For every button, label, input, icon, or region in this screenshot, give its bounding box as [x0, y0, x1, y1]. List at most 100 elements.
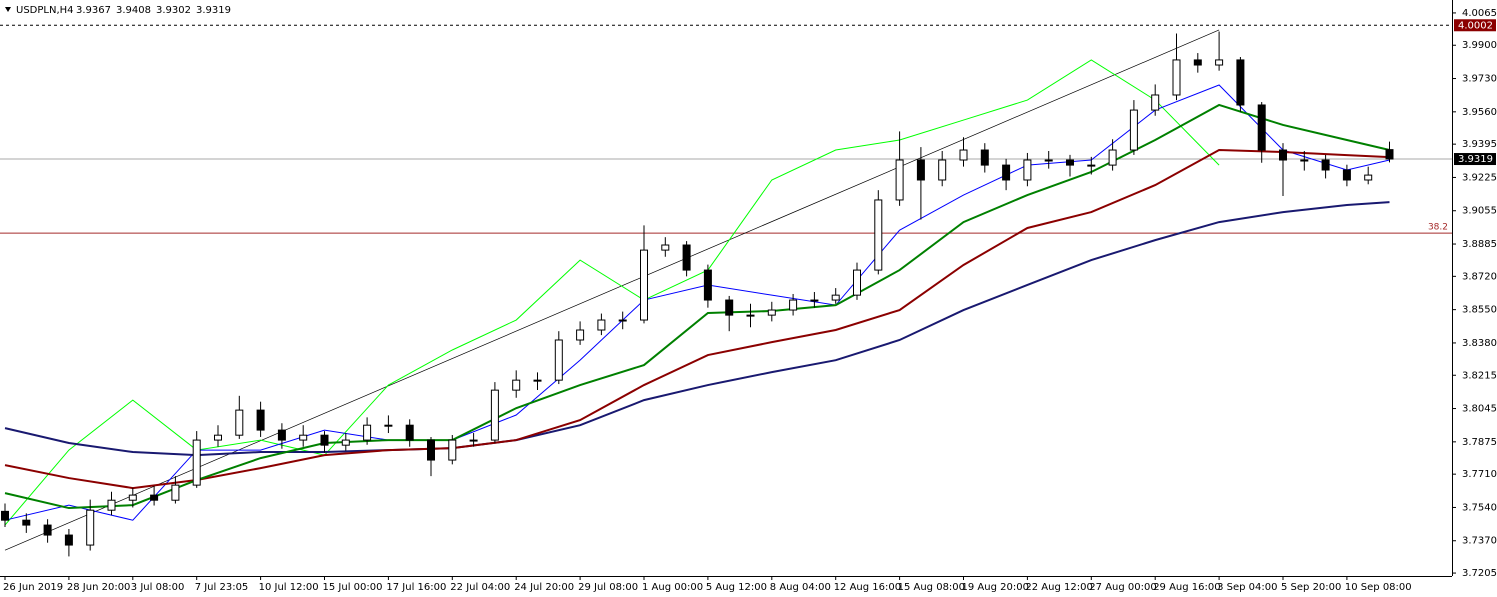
candle-body [1044, 159, 1053, 162]
candle-body [235, 409, 244, 436]
y-tick-label: 4.0065 [1462, 8, 1497, 19]
x-tick-label: 15 Jul 00:00 [323, 582, 383, 593]
candle-body [1087, 164, 1096, 167]
candle-body [427, 439, 435, 461]
candle-body [469, 439, 478, 442]
candle-body [277, 429, 286, 441]
candle-body [810, 299, 819, 302]
candle-body [299, 434, 308, 441]
trendline [4, 29, 1220, 551]
header-high: 3.9408 [116, 5, 151, 16]
indicator-line [4, 201, 1390, 457]
candle-body [1023, 159, 1032, 181]
y-tick-label: 3.8380 [1462, 338, 1497, 349]
candle-body [171, 484, 180, 501]
x-tick-label: 1 Aug 00:00 [642, 582, 703, 593]
y-tick-label: 3.8550 [1462, 305, 1497, 316]
candle-body [64, 534, 73, 546]
candle-body [1172, 59, 1181, 96]
price-label-box [1454, 153, 1496, 166]
candle-body [767, 309, 776, 316]
candle-body [874, 199, 883, 271]
x-tick-label: 5 Sep 20:00 [1281, 582, 1341, 593]
candle-body [916, 159, 925, 181]
candle-body [853, 269, 861, 296]
x-tick-label: 15 Aug 08:00 [898, 582, 965, 593]
y-tick-label: 3.9225 [1462, 172, 1497, 183]
candle-body [1129, 109, 1138, 151]
candle-body [192, 439, 201, 486]
x-tick-label: 22 Jul 04:00 [450, 582, 510, 593]
indicator-line [4, 149, 1390, 490]
header-close: 3.9319 [196, 5, 231, 16]
price-label: 3.9319 [1458, 154, 1493, 165]
candle-body [512, 379, 521, 391]
candle-body [831, 294, 840, 301]
fib-label: 38.2 [1428, 223, 1448, 233]
x-tick-label: 28 Jun 20:00 [67, 582, 131, 593]
candle-body [1002, 164, 1011, 181]
header-open: 3.9367 [76, 5, 111, 16]
x-tick-label: 8 Aug 04:00 [770, 582, 831, 593]
x-tick-label: 19 Aug 20:00 [962, 582, 1029, 593]
high-label: 4.0002 [1458, 20, 1493, 31]
candle-body [1193, 59, 1202, 66]
menu-triangle[interactable] [5, 7, 11, 12]
x-tick-label: 10 Sep 08:00 [1345, 582, 1412, 593]
y-tick-label: 3.7710 [1462, 469, 1497, 480]
y-tick-label: 3.8885 [1462, 239, 1497, 250]
y-tick-label: 3.8045 [1462, 404, 1497, 415]
candle-body [107, 499, 116, 511]
candle-body [661, 244, 670, 251]
indicator-line [4, 103, 1390, 510]
candle-body [405, 424, 414, 441]
candle-body [86, 509, 95, 546]
candle-body [150, 494, 159, 501]
candle-body [640, 249, 648, 321]
candle-body [576, 329, 585, 341]
x-tick-label: 5 Aug 12:00 [706, 582, 767, 593]
candle-body [703, 269, 712, 301]
candle-body [490, 389, 499, 441]
candle-body [1108, 149, 1117, 166]
y-tick-label: 3.8720 [1462, 271, 1497, 282]
candle-body [43, 524, 52, 536]
candle-body [341, 439, 350, 446]
plot-area [0, 24, 1452, 557]
y-tick-label: 3.9055 [1462, 206, 1497, 217]
candle-body [618, 319, 627, 322]
candle-body [746, 314, 755, 317]
candle-body [256, 409, 265, 431]
x-tick-label: 22 Aug 12:00 [1025, 582, 1092, 593]
candle-body [22, 519, 31, 526]
y-tick-label: 3.7875 [1462, 437, 1497, 448]
candle-body [1321, 159, 1330, 171]
x-tick-label: 24 Jul 20:00 [514, 582, 574, 593]
header-low: 3.9302 [156, 5, 191, 16]
candle-body [533, 379, 542, 382]
x-tick-label: 3 Sep 04:00 [1217, 582, 1277, 593]
indicator-line [4, 59, 1220, 526]
x-tick-label: 29 Aug 16:00 [1153, 582, 1220, 593]
x-tick-label: 3 Jul 08:00 [131, 582, 185, 593]
y-tick-label: 3.7370 [1462, 536, 1497, 547]
x-tick-label: 26 Jun 2019 [3, 582, 63, 593]
x-tick-label: 10 Jul 12:00 [259, 582, 319, 593]
y-tick-label: 3.8215 [1462, 370, 1497, 381]
x-tick-label: 17 Jul 16:00 [386, 582, 446, 593]
candle-body [959, 149, 968, 161]
symbol: USDPLN,H4 [16, 5, 74, 16]
candle-body [363, 424, 372, 441]
y-tick-label: 3.9560 [1462, 107, 1497, 118]
candle-body [320, 434, 329, 446]
x-tick-label: 7 Jul 23:05 [195, 582, 249, 593]
x-tick-label: 27 Aug 00:00 [1089, 582, 1156, 593]
candle-body [938, 159, 947, 181]
candle-body [725, 299, 734, 316]
high-label-box [1454, 19, 1496, 32]
candle-body [682, 244, 691, 271]
x-tick-label: 12 Aug 16:00 [834, 582, 901, 593]
candle-body [980, 149, 989, 166]
